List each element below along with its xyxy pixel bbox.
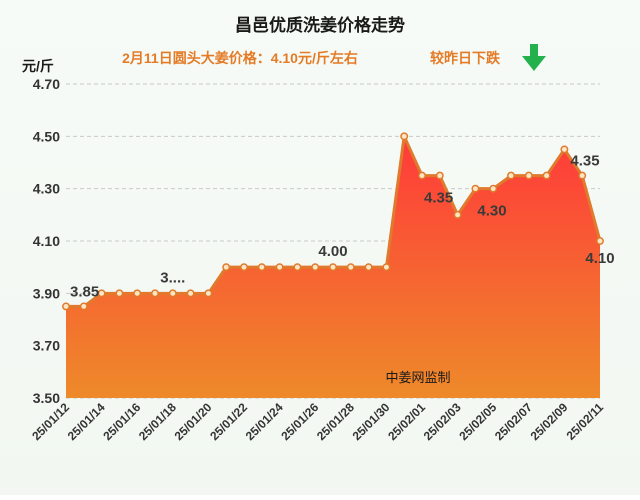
data-label: 4.30 xyxy=(477,203,506,220)
x-tick-label: 25/02/05 xyxy=(456,400,499,443)
data-point xyxy=(204,289,213,298)
trend-text: 较昨日下跌 xyxy=(430,50,501,66)
data-point xyxy=(97,289,106,298)
data-point xyxy=(222,263,231,272)
data-label: 4.10 xyxy=(585,250,614,267)
x-tick-label: 25/01/30 xyxy=(350,400,393,443)
data-point xyxy=(507,171,515,180)
data-point xyxy=(453,210,462,219)
y-tick-label: 4.30 xyxy=(33,181,60,197)
y-tick-label: 4.50 xyxy=(33,128,60,144)
data-point xyxy=(293,263,302,272)
x-tick-label: 25/01/18 xyxy=(136,400,179,443)
data-point xyxy=(151,289,159,298)
data-point xyxy=(257,263,266,272)
data-label: 3.85 xyxy=(70,283,99,300)
data-point xyxy=(346,263,355,272)
data-point xyxy=(400,132,409,141)
data-label: 4.00 xyxy=(318,243,347,260)
data-point xyxy=(382,263,391,272)
data-point xyxy=(240,263,248,272)
x-tick-label: 25/01/24 xyxy=(243,400,286,443)
data-point xyxy=(133,289,142,298)
y-tick-label: 4.10 xyxy=(33,233,60,249)
data-point xyxy=(62,302,70,311)
x-tick-label: 25/02/07 xyxy=(492,400,535,443)
data-point xyxy=(311,263,320,272)
data-point xyxy=(168,289,177,298)
chart-subtitle: 2月11日圆头大姜价格：4.10元/斤左右 xyxy=(122,50,358,66)
data-point xyxy=(596,237,604,245)
data-label: 4.35 xyxy=(424,190,453,207)
data-label: 4.35 xyxy=(570,152,599,169)
data-point xyxy=(115,289,124,298)
data-point xyxy=(364,263,373,272)
x-tick-label: 25/01/22 xyxy=(207,400,250,443)
x-axis-ticks: 25/01/1225/01/1425/01/1625/01/1825/01/20… xyxy=(29,400,606,443)
data-point xyxy=(471,184,480,193)
data-point xyxy=(329,263,337,272)
watermark: 中姜网监制 xyxy=(385,370,450,385)
data-point xyxy=(542,171,551,180)
y-axis-unit: 元/斤 xyxy=(22,58,54,74)
data-point xyxy=(435,171,444,180)
x-tick-label: 25/02/03 xyxy=(421,400,464,443)
y-tick-label: 3.90 xyxy=(33,285,60,301)
x-tick-label: 25/01/28 xyxy=(314,400,357,443)
data-label: 3.... xyxy=(160,269,185,286)
data-point xyxy=(524,171,533,180)
data-point xyxy=(418,171,426,180)
x-tick-label: 25/02/01 xyxy=(385,400,428,443)
y-axis-ticks: 3.50 3.70 3.90 4.10 4.30 4.50 4.70 xyxy=(33,76,60,406)
data-point xyxy=(578,171,587,180)
data-point xyxy=(560,145,569,154)
x-tick-label: 25/01/14 xyxy=(65,400,108,443)
data-point xyxy=(186,289,195,298)
y-tick-label: 4.70 xyxy=(33,76,60,92)
x-tick-label: 25/01/16 xyxy=(100,400,143,443)
data-point xyxy=(489,184,498,193)
data-point xyxy=(79,302,88,311)
data-point xyxy=(275,263,284,272)
x-tick-label: 25/02/11 xyxy=(564,400,607,443)
x-tick-label: 25/02/09 xyxy=(528,400,571,443)
down-arrow-icon xyxy=(522,44,546,71)
x-tick-label: 25/01/20 xyxy=(172,400,215,443)
chart-title: 昌邑优质洗姜价格走势 xyxy=(235,15,405,35)
data-labels: 3.85 3.... 4.00 4.35 4.30 4.35 4.10 xyxy=(70,152,615,300)
y-tick-label: 3.50 xyxy=(33,390,60,406)
x-tick-label: 25/01/26 xyxy=(278,400,321,443)
series-markers xyxy=(62,132,604,311)
y-tick-label: 3.70 xyxy=(33,338,60,354)
x-tick-label: 25/01/12 xyxy=(29,400,72,443)
